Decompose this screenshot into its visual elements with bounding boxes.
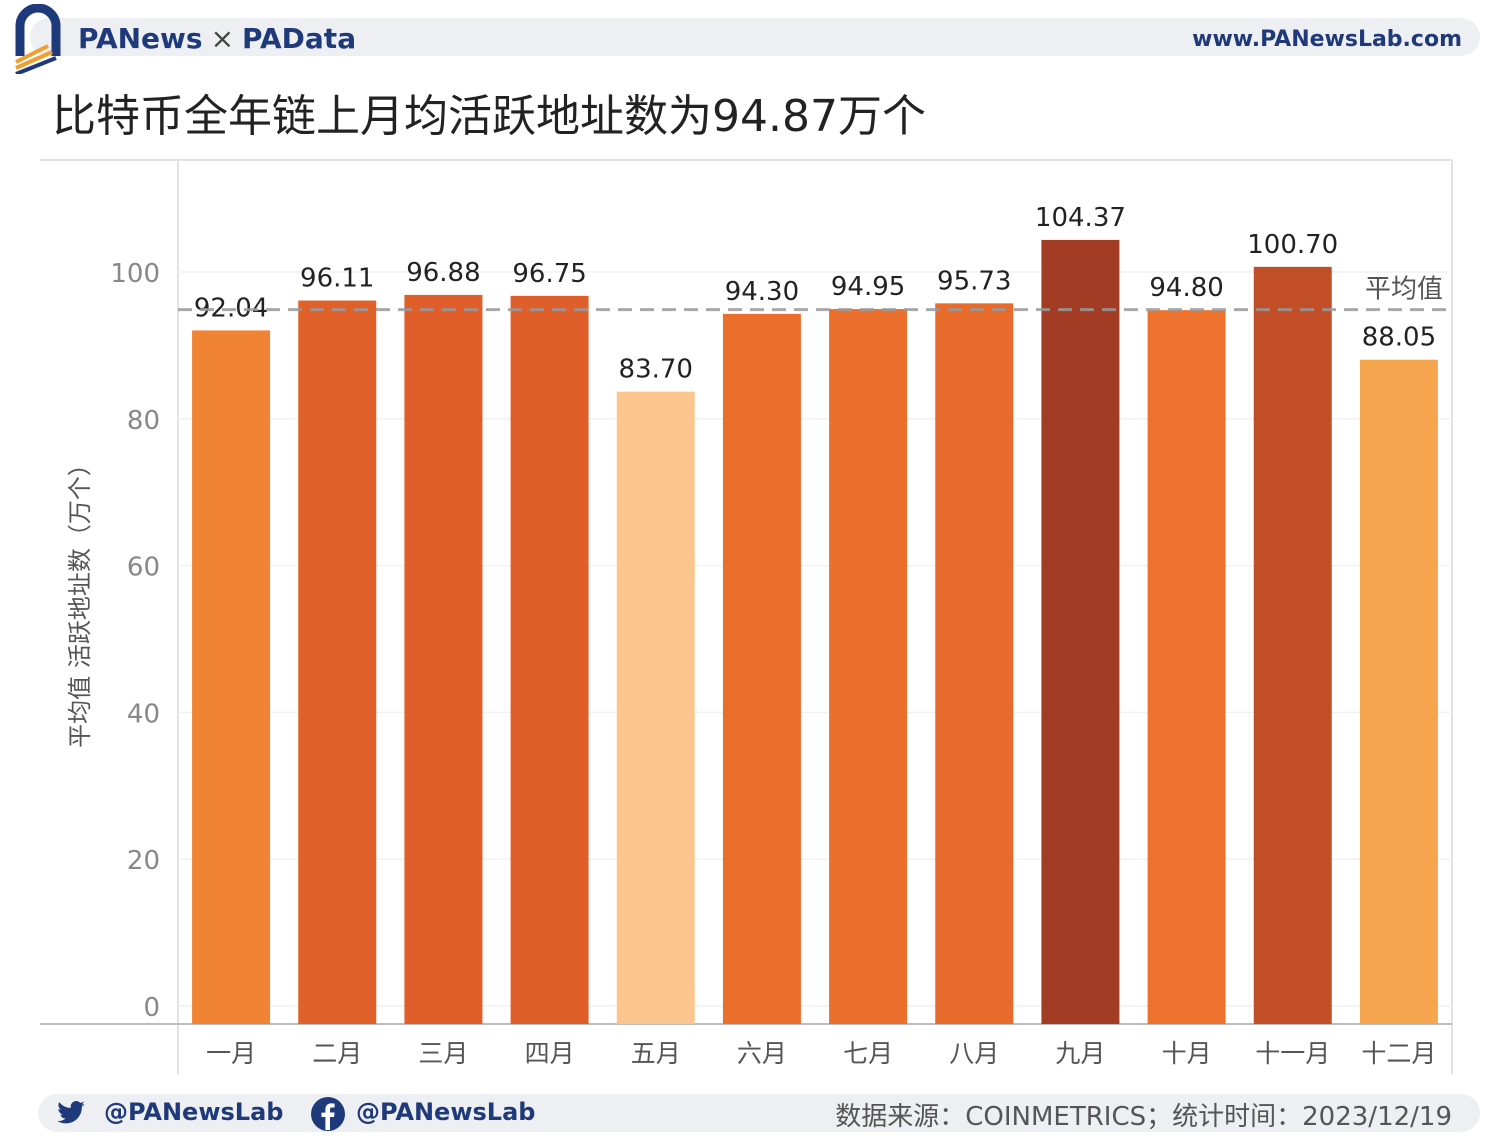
brand-cross: × (210, 22, 235, 55)
footer-bar (38, 1094, 1480, 1132)
x-tick-label: 十二月 (1361, 1039, 1436, 1068)
bar (404, 294, 483, 1025)
x-tick-label: 四月 (525, 1039, 575, 1068)
x-tick-label: 十一月 (1255, 1039, 1330, 1068)
brand-padata: PAData (242, 22, 357, 55)
data-label: 104.37 (1035, 203, 1126, 233)
bar (935, 303, 1014, 1024)
data-label: 96.11 (300, 264, 374, 294)
twitter-icon[interactable] (54, 1098, 88, 1128)
data-label: 83.70 (619, 355, 693, 385)
bar (616, 391, 695, 1025)
x-tick-label: 二月 (312, 1039, 362, 1068)
bar (298, 300, 377, 1024)
y-tick-label: 20 (127, 846, 160, 876)
brand-panews: PANews (78, 22, 203, 55)
data-label: 88.05 (1362, 323, 1436, 353)
x-tick-label: 八月 (949, 1039, 999, 1068)
site-url[interactable]: www.PANewsLab.com (1192, 27, 1462, 52)
x-tick-label: 七月 (843, 1039, 893, 1068)
bar (1147, 310, 1226, 1025)
data-source: 数据来源：COINMETRICS；统计时间：2023/12/19 (835, 1102, 1452, 1132)
facebook-handle[interactable]: @PANewsLab (356, 1098, 536, 1126)
y-tick-label: 80 (127, 406, 160, 436)
twitter-handle[interactable]: @PANewsLab (104, 1098, 284, 1126)
brand-name: PANews × PAData (78, 22, 356, 55)
x-tick-label: 十月 (1162, 1039, 1212, 1068)
data-label: 94.80 (1149, 273, 1223, 303)
y-tick-label: 60 (127, 553, 160, 583)
data-label: 94.95 (831, 272, 905, 302)
bar (1253, 266, 1332, 1024)
bar (192, 330, 271, 1024)
facebook-icon[interactable] (310, 1096, 346, 1132)
bar (829, 309, 908, 1024)
bar (510, 295, 589, 1025)
bar (1359, 359, 1438, 1024)
y-tick-label: 0 (143, 993, 160, 1023)
panews-logo-icon (15, 4, 61, 74)
bar (722, 313, 801, 1024)
x-tick-label: 一月 (206, 1039, 256, 1068)
header-bar (30, 18, 1480, 56)
y-tick-label: 100 (110, 259, 160, 289)
x-tick-label: 六月 (737, 1039, 787, 1068)
data-label: 96.88 (406, 258, 480, 288)
data-label: 100.70 (1247, 230, 1338, 260)
y-axis-label: 平均值 活跃地址数（万个） (66, 452, 94, 748)
data-label: 96.75 (512, 259, 586, 289)
x-tick-label: 五月 (631, 1039, 681, 1068)
data-label: 94.30 (725, 277, 799, 307)
data-label: 95.73 (937, 266, 1011, 296)
y-tick-label: 40 (127, 699, 160, 729)
x-tick-label: 三月 (418, 1039, 468, 1068)
chart-title: 比特币全年链上月均活跃地址数为94.87万个 (52, 91, 926, 142)
x-tick-label: 九月 (1055, 1039, 1105, 1068)
average-line-label: 平均值 (1365, 275, 1443, 305)
bar (1041, 239, 1120, 1024)
